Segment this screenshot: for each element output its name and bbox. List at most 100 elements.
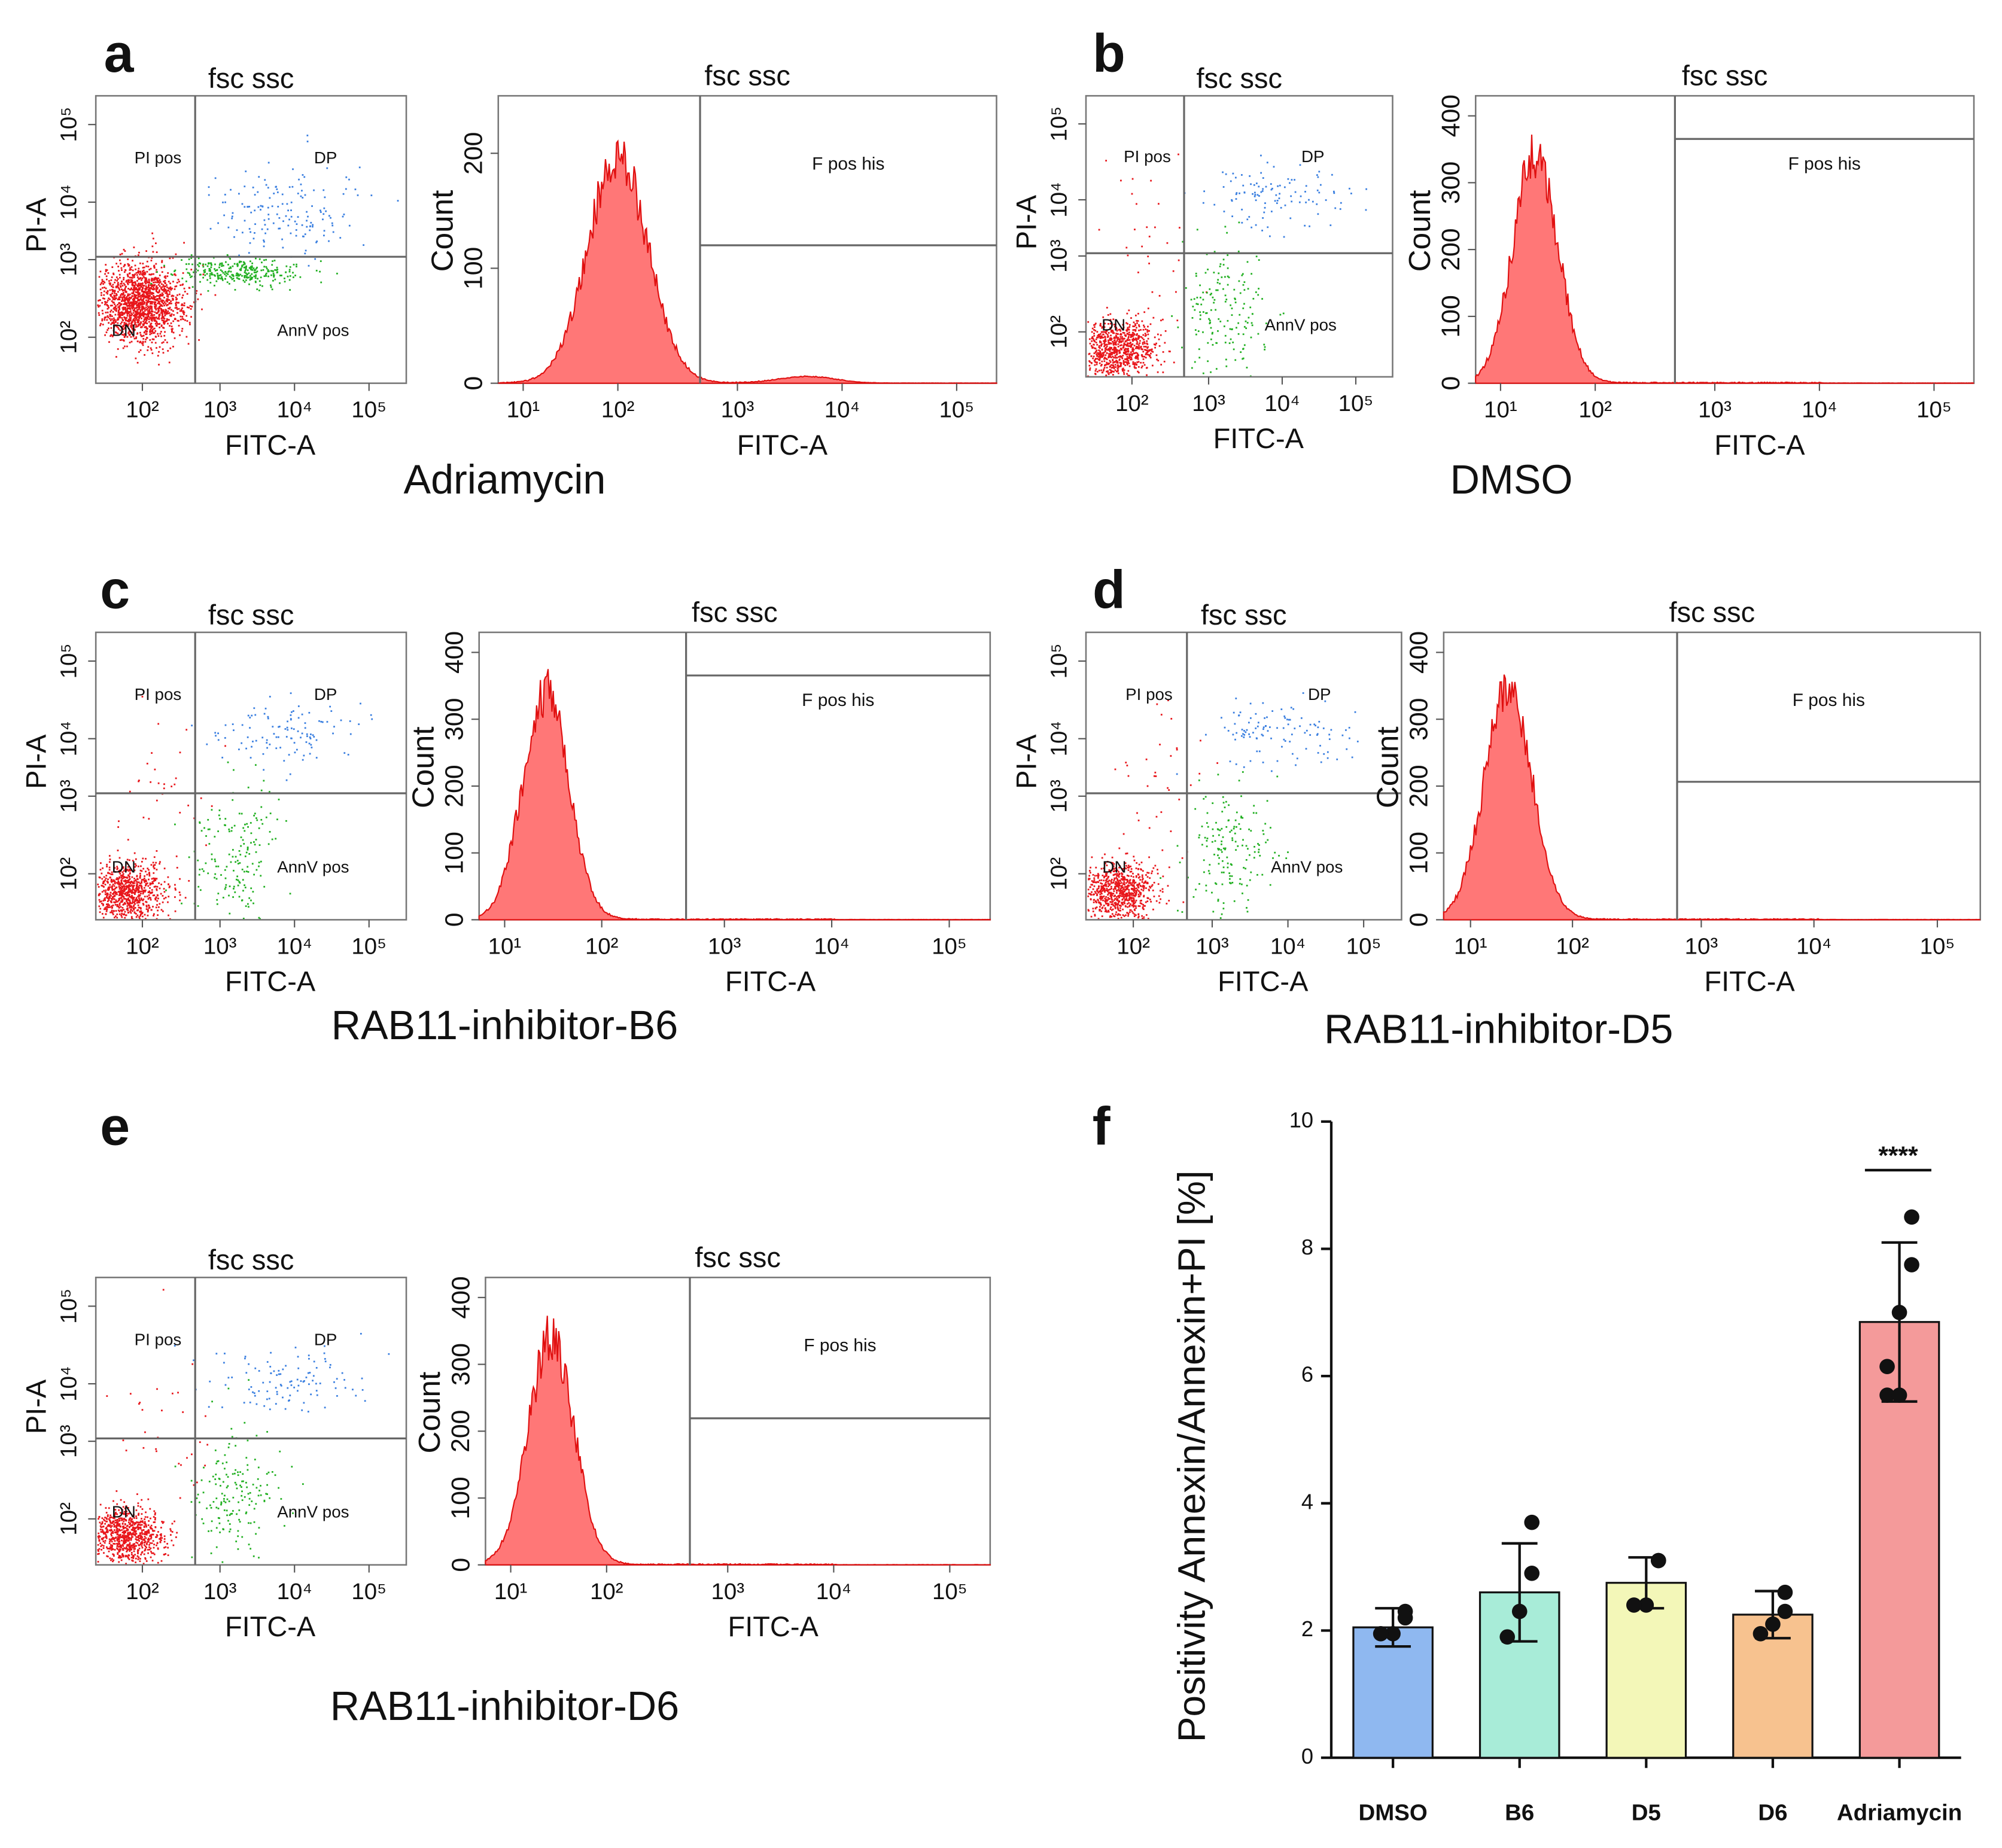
event-dot bbox=[157, 723, 160, 725]
event-dot bbox=[1258, 288, 1259, 290]
event-dot bbox=[155, 861, 157, 864]
event-dot bbox=[112, 879, 115, 881]
event-dot bbox=[1181, 857, 1183, 859]
event-dot bbox=[1138, 863, 1140, 866]
event-dot bbox=[148, 282, 150, 284]
event-dot bbox=[1119, 338, 1121, 340]
event-dot bbox=[1089, 342, 1091, 345]
event-dot bbox=[1104, 883, 1106, 885]
event-dot bbox=[125, 885, 127, 887]
event-dot bbox=[240, 836, 242, 838]
event-dot bbox=[1136, 333, 1138, 335]
event-dot bbox=[129, 314, 132, 316]
event-dot bbox=[1099, 903, 1102, 905]
event-dot bbox=[168, 302, 171, 305]
event-dot bbox=[1119, 892, 1121, 894]
event-dot bbox=[258, 827, 260, 829]
event-dot bbox=[118, 297, 120, 300]
event-dot bbox=[1121, 885, 1122, 888]
event-dot bbox=[137, 290, 139, 292]
event-dot bbox=[1106, 900, 1108, 902]
event-dot bbox=[1199, 318, 1201, 320]
event-dot bbox=[114, 319, 116, 321]
event-dot bbox=[191, 305, 193, 308]
event-dot bbox=[209, 282, 212, 284]
event-dot bbox=[1278, 197, 1280, 199]
event-dot bbox=[160, 308, 162, 310]
event-dot bbox=[1151, 348, 1153, 351]
event-dot bbox=[111, 906, 113, 909]
event-dot bbox=[188, 287, 191, 289]
event-dot bbox=[1132, 325, 1134, 327]
event-dot bbox=[112, 897, 114, 899]
event-dot bbox=[111, 897, 112, 900]
event-dot bbox=[1240, 351, 1242, 353]
event-dot bbox=[247, 871, 250, 873]
event-dot bbox=[1113, 879, 1115, 881]
event-dot bbox=[1126, 351, 1128, 353]
event-dot bbox=[153, 894, 156, 896]
event-dot bbox=[1103, 879, 1105, 882]
event-dot bbox=[174, 887, 177, 890]
event-dot bbox=[118, 820, 120, 823]
event-dot bbox=[126, 316, 128, 319]
event-dot bbox=[308, 712, 311, 714]
event-dot bbox=[128, 299, 130, 302]
event-dot bbox=[148, 310, 150, 313]
event-dot bbox=[281, 275, 282, 276]
event-dot bbox=[1224, 334, 1227, 337]
event-dot bbox=[1238, 221, 1240, 224]
event-dot bbox=[131, 279, 133, 281]
event-dot bbox=[1121, 873, 1124, 875]
event-dot bbox=[113, 901, 115, 903]
event-dot bbox=[114, 331, 117, 333]
event-dot bbox=[97, 304, 99, 306]
event-dot bbox=[143, 331, 145, 334]
gate-label: PI pos bbox=[1124, 147, 1171, 166]
event-dot bbox=[135, 884, 138, 887]
event-dot bbox=[244, 887, 247, 888]
event-dot bbox=[163, 881, 166, 883]
event-dot bbox=[111, 296, 114, 299]
event-dot bbox=[121, 311, 123, 313]
event-dot bbox=[1099, 902, 1101, 904]
event-dot bbox=[1107, 314, 1109, 316]
event-dot bbox=[1222, 186, 1225, 188]
event-dot bbox=[109, 282, 111, 284]
event-dot bbox=[157, 309, 160, 311]
event-dot bbox=[1160, 898, 1161, 900]
event-dot bbox=[138, 890, 140, 891]
event-dot bbox=[128, 296, 130, 299]
event-dot bbox=[1136, 203, 1137, 205]
event-dot bbox=[120, 879, 123, 882]
event-dot bbox=[1148, 354, 1150, 356]
event-dot bbox=[1114, 361, 1116, 363]
event-dot bbox=[1108, 889, 1110, 891]
event-dot bbox=[227, 226, 230, 229]
event-dot bbox=[1127, 327, 1129, 329]
event-dot bbox=[150, 296, 153, 298]
event-dot bbox=[1131, 897, 1133, 899]
event-dot bbox=[1126, 899, 1128, 902]
event-dot bbox=[1131, 888, 1134, 890]
event-dot bbox=[132, 275, 134, 277]
event-dot bbox=[242, 839, 244, 841]
event-dot bbox=[175, 301, 178, 303]
event-dot bbox=[209, 269, 211, 270]
event-dot bbox=[119, 254, 121, 255]
event-dot bbox=[165, 320, 168, 322]
event-dot bbox=[108, 904, 111, 906]
event-dot bbox=[141, 870, 143, 872]
event-dot bbox=[1131, 348, 1134, 351]
event-dot bbox=[1118, 887, 1120, 889]
event-dot bbox=[1122, 351, 1125, 354]
event-dot bbox=[142, 288, 144, 290]
gate-label: DP bbox=[314, 148, 337, 167]
event-dot bbox=[129, 288, 131, 291]
event-dot bbox=[269, 284, 272, 287]
event-dot bbox=[1106, 363, 1108, 366]
event-dot bbox=[142, 324, 144, 327]
event-dot bbox=[1119, 885, 1121, 887]
event-dot bbox=[141, 273, 143, 276]
event-dot bbox=[1208, 318, 1210, 320]
